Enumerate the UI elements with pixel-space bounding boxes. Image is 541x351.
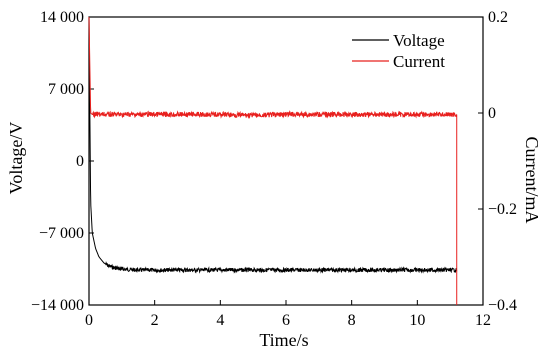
left-axis-title: Voltage/V bbox=[6, 122, 26, 195]
x-tick-label: 12 bbox=[475, 312, 491, 329]
left-tick-label: −14 000 bbox=[31, 297, 84, 314]
series-line-voltage bbox=[88, 16, 458, 274]
series-line-current bbox=[88, 16, 458, 305]
x-axis-ticks: 0 2 4 6 8 10 12 bbox=[85, 300, 491, 329]
left-tick-label: 7 000 bbox=[48, 81, 84, 98]
x-tick-label: 4 bbox=[216, 312, 224, 329]
right-axis-ticks: 0.2 0 −0.2 −0.4 bbox=[478, 9, 517, 314]
left-tick-label: −7 000 bbox=[39, 225, 84, 242]
right-tick-label: 0.2 bbox=[488, 9, 508, 26]
x-axis-title: Time/s bbox=[259, 330, 308, 350]
x-tick-label: 2 bbox=[151, 312, 159, 329]
left-tick-label: 14 000 bbox=[40, 9, 84, 26]
x-tick-label: 0 bbox=[85, 312, 93, 329]
left-tick-label: 0 bbox=[76, 153, 84, 170]
right-tick-label: −0.4 bbox=[488, 297, 517, 314]
x-tick-label: 10 bbox=[409, 312, 425, 329]
legend-label-voltage: Voltage bbox=[393, 31, 445, 50]
right-tick-label: 0 bbox=[488, 105, 496, 122]
legend-label-current: Current bbox=[393, 52, 445, 71]
right-axis-title: Current/mA bbox=[522, 137, 541, 224]
series-layer bbox=[88, 16, 458, 305]
x-tick-label: 8 bbox=[348, 312, 356, 329]
x-tick-label: 6 bbox=[282, 312, 290, 329]
left-axis-ticks: 14 000 7 000 0 −7 000 −14 000 bbox=[31, 9, 94, 314]
legend: Voltage Current bbox=[352, 31, 445, 71]
right-tick-label: −0.2 bbox=[488, 201, 517, 218]
